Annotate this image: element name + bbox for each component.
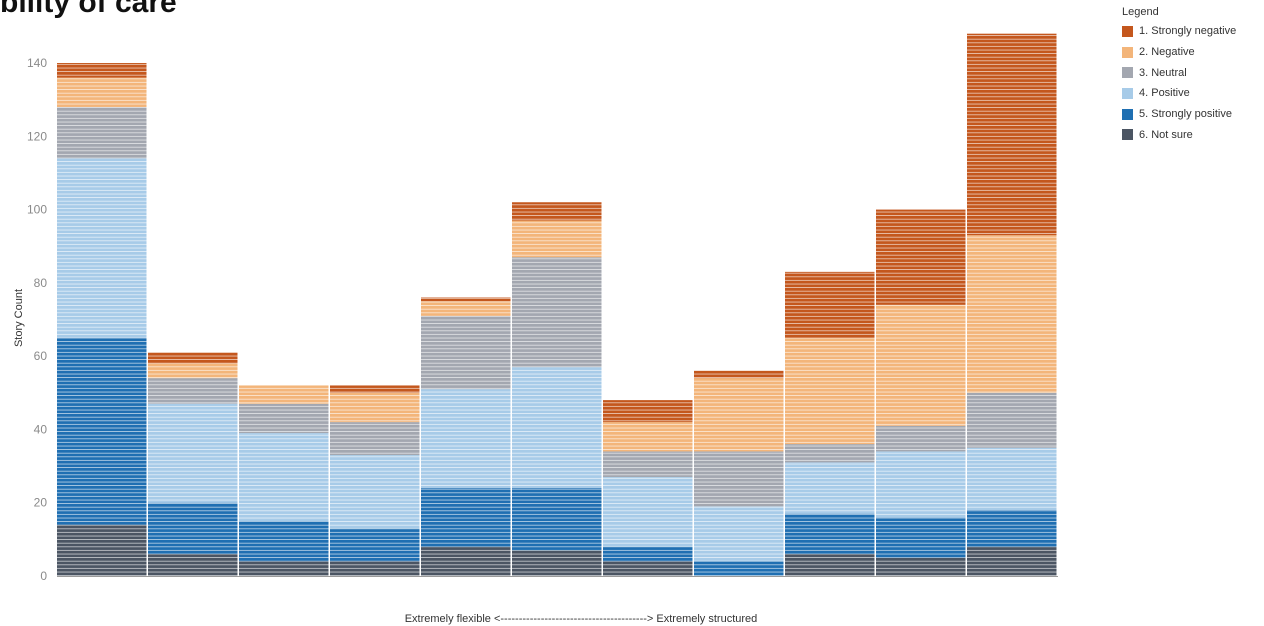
legend-label: 5. Strongly positive xyxy=(1139,108,1232,121)
bar-segment xyxy=(421,389,511,489)
y-tick-label: 0 xyxy=(40,569,47,583)
legend-item[interactable]: 2. Negative xyxy=(1122,42,1236,63)
bar-segment xyxy=(694,378,784,452)
bar-segment xyxy=(603,400,693,423)
legend-label: 1. Strongly negative xyxy=(1139,25,1237,38)
bar-segment xyxy=(785,337,875,445)
bar-segment xyxy=(512,488,602,551)
legend-item[interactable]: 3. Neutral xyxy=(1122,62,1236,83)
bar-segment xyxy=(57,63,147,78)
bar-segment xyxy=(239,561,329,576)
bar-segment xyxy=(694,370,784,379)
bar-segment xyxy=(330,422,420,456)
legend-label: 4. Positive xyxy=(1139,87,1190,100)
bar-segment xyxy=(512,550,602,576)
bar-segment xyxy=(421,546,511,576)
legend-swatch xyxy=(1122,25,1133,37)
bar-segment xyxy=(148,363,238,379)
legend-label: 6. Not sure xyxy=(1139,128,1193,141)
bar-segment xyxy=(239,385,329,404)
bar-segment xyxy=(421,488,511,547)
bar-segment xyxy=(330,528,420,562)
bar-segment xyxy=(239,521,329,562)
bar-segment xyxy=(876,517,966,558)
bar-segment xyxy=(785,271,875,338)
legend-label: 2. Negative xyxy=(1139,46,1195,59)
bar-segment xyxy=(785,444,875,463)
bar-segment xyxy=(57,106,147,159)
bar-segment xyxy=(512,202,602,221)
y-tick-label: 80 xyxy=(34,276,48,290)
bar-segment xyxy=(330,392,420,423)
bar-segment xyxy=(421,297,511,302)
bar-segment xyxy=(876,304,966,426)
bar-segment xyxy=(148,378,238,404)
legend-swatch xyxy=(1122,46,1133,58)
bar-segment xyxy=(148,352,238,364)
bar-segment xyxy=(57,337,147,525)
bar-segment xyxy=(57,158,147,338)
bar-segment xyxy=(421,315,511,390)
bar-segment xyxy=(603,422,693,452)
bar-segment xyxy=(694,451,784,507)
bar-segment xyxy=(785,513,875,555)
legend-swatch xyxy=(1122,87,1133,99)
bar-segment xyxy=(967,33,1057,236)
bar-segment xyxy=(785,462,875,514)
bar-segment xyxy=(876,451,966,518)
bars xyxy=(57,33,1057,576)
bar-segment xyxy=(603,561,693,576)
bar-segment xyxy=(148,502,238,555)
bar-segment xyxy=(785,554,875,576)
bar-segment xyxy=(967,392,1057,448)
bar-segment xyxy=(512,367,602,489)
y-tick-label: 20 xyxy=(34,496,48,510)
bar-segment xyxy=(876,209,966,305)
bar-segment xyxy=(57,524,147,576)
bar-segment xyxy=(694,561,784,576)
y-tick-label: 60 xyxy=(34,349,48,363)
y-tick-label: 120 xyxy=(27,129,47,143)
bar-segment xyxy=(603,546,693,562)
y-tick-label: 40 xyxy=(34,422,48,436)
bar-segment xyxy=(876,425,966,452)
bar-segment xyxy=(330,561,420,576)
bar-segment xyxy=(239,433,329,522)
bar-segment xyxy=(603,451,693,478)
bar-segment xyxy=(148,403,238,503)
bar-segment xyxy=(330,455,420,529)
y-axis: 0 20 40 60 80 100 120 140 xyxy=(27,56,47,583)
bar-segment xyxy=(603,477,693,547)
legend-swatch xyxy=(1122,129,1133,141)
chart-title: bility of care xyxy=(0,0,177,19)
bar-segment xyxy=(967,510,1057,547)
bar-segment xyxy=(967,235,1057,393)
bar-segment xyxy=(57,77,147,107)
bar-segment xyxy=(148,554,238,576)
legend-item[interactable]: 6. Not sure xyxy=(1122,124,1236,145)
bar-segment xyxy=(967,546,1057,576)
legend-items: 1. Strongly negative 2. Negative 3. Neutra… xyxy=(1122,21,1236,145)
legend: Legend 1. Strongly negative 2. Negative 3.… xyxy=(1122,6,1236,145)
x-axis-label: Extremely flexible <--------------------… xyxy=(405,613,758,625)
bar-segment xyxy=(512,257,602,368)
bar-segment xyxy=(512,220,602,258)
legend-item[interactable]: 1. Strongly negative xyxy=(1122,21,1236,42)
y-tick-label: 100 xyxy=(27,203,47,217)
legend-label: 3. Neutral xyxy=(1139,66,1187,79)
legend-item[interactable]: 5. Strongly positive xyxy=(1122,104,1236,125)
bar-segment xyxy=(967,447,1057,511)
y-axis-label: Story Count xyxy=(13,289,25,347)
bar-segment xyxy=(876,557,966,576)
bar-segment xyxy=(421,301,511,316)
legend-title: Legend xyxy=(1122,6,1159,18)
y-tick-label: 140 xyxy=(27,56,47,70)
bar-segment xyxy=(330,385,420,393)
legend-item[interactable]: 4. Positive xyxy=(1122,83,1236,104)
bar-segment xyxy=(694,506,784,562)
legend-swatch xyxy=(1122,67,1133,79)
bar-segment xyxy=(239,403,329,434)
legend-swatch xyxy=(1122,108,1133,120)
